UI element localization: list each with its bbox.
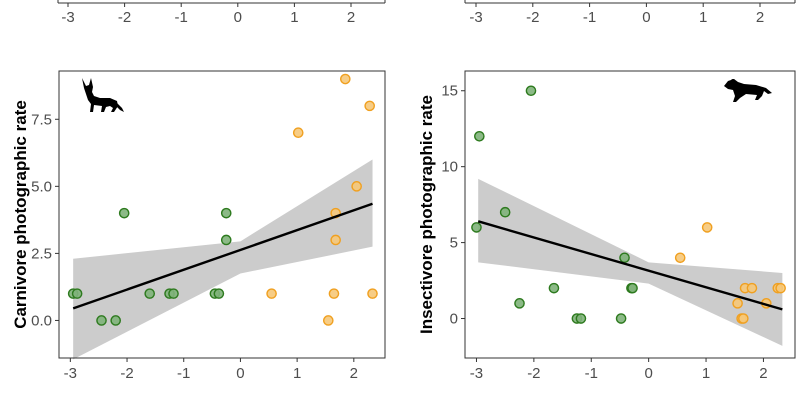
data-point	[525, 85, 537, 97]
data-point	[168, 288, 179, 299]
data-point	[775, 282, 786, 294]
x-tick-label: -3	[64, 365, 77, 382]
y-axis-label: Carnivore photographic rate	[11, 100, 30, 329]
data-point	[474, 130, 485, 142]
panel-frame	[464, 70, 796, 359]
data-point	[96, 315, 107, 326]
y-tick-label: 5.0	[31, 178, 52, 195]
data-point	[292, 127, 304, 138]
data-point	[118, 207, 130, 219]
top-right-panel: -3 -2 -1 0 1 2	[464, 0, 796, 26]
confidence-band	[478, 178, 783, 346]
y-tick-label: 7.5	[31, 111, 52, 128]
green-series	[67, 207, 232, 326]
fox-body	[82, 78, 118, 112]
y-tick-label: 0.0	[31, 312, 52, 329]
data-point	[514, 298, 525, 309]
x-tick-label: -1	[583, 9, 596, 26]
x-tick-label: 0	[642, 9, 650, 26]
data-point	[471, 222, 482, 233]
regression-line	[72, 202, 373, 310]
data-point	[701, 222, 713, 233]
x-tick-label: -2	[120, 365, 133, 382]
x-tick-label: 2	[756, 9, 764, 26]
data-point	[615, 313, 627, 324]
weasel-body	[724, 79, 772, 102]
green-series	[471, 85, 638, 324]
orange-series	[266, 73, 378, 326]
x-tick-label: -1	[177, 365, 190, 382]
x-tick-label: 2	[347, 9, 355, 26]
data-point	[746, 282, 758, 294]
x-tick-label: 2	[759, 365, 767, 382]
panel-frame	[58, 70, 386, 359]
x-tick-label: -1	[175, 9, 188, 26]
data-point	[340, 73, 351, 85]
data-point	[213, 288, 225, 299]
data-point	[732, 298, 743, 309]
x-tick-label: -2	[527, 365, 540, 382]
orange-series	[674, 222, 786, 324]
y-tick-label: 5	[450, 235, 458, 252]
insectivore-panel: -3 -2 -1 0 1 2 0 5 10 15 Insectivore photographic …	[417, 70, 796, 382]
data-point	[351, 181, 362, 192]
data-point	[71, 288, 83, 299]
data-point	[627, 282, 638, 294]
x-tick-label: 1	[293, 365, 301, 382]
data-point	[575, 313, 587, 324]
x-tick-label: 0	[234, 9, 242, 26]
data-point	[266, 288, 277, 299]
y-tick-label: 0	[450, 311, 458, 328]
weasel-silhouette-icon	[724, 79, 772, 102]
data-point	[367, 288, 378, 299]
x-tick-label: -3	[469, 9, 482, 26]
weasel-ear	[731, 79, 735, 83]
x-tick-label: 1	[702, 365, 710, 382]
data-point	[220, 234, 232, 246]
data-point	[674, 252, 686, 264]
data-point	[144, 288, 156, 299]
confidence-band	[73, 159, 373, 360]
regression-line	[477, 220, 783, 311]
x-tick-label: 2	[350, 365, 358, 382]
data-point	[499, 206, 511, 218]
fox-silhouette-icon	[82, 78, 124, 112]
data-point	[619, 252, 630, 264]
data-point	[364, 100, 375, 112]
fox-tail	[116, 102, 124, 112]
x-tick-label: 0	[644, 365, 652, 382]
x-tick-label: -2	[118, 9, 131, 26]
data-point	[220, 207, 232, 219]
x-tick-label: 1	[290, 9, 298, 26]
x-tick-label: -2	[526, 9, 539, 26]
data-point	[323, 315, 334, 326]
top-left-panel: -3 -2 -1 0 1 2	[57, 0, 386, 26]
y-tick-label: 10	[441, 159, 458, 176]
data-point	[110, 315, 121, 326]
x-tick-label: -3	[61, 9, 74, 26]
y-tick-label: 15	[441, 83, 458, 100]
data-point	[330, 234, 341, 246]
y-tick-label: 2.5	[31, 245, 52, 262]
y-axis-label: Insectivore photographic rate	[417, 95, 436, 334]
x-tick-label: 1	[699, 9, 707, 26]
x-tick-label: 0	[236, 365, 244, 382]
data-point	[328, 288, 340, 299]
data-point	[548, 282, 560, 294]
x-tick-label: -3	[470, 365, 483, 382]
data-point	[738, 313, 749, 324]
x-tick-label: -1	[585, 365, 598, 382]
